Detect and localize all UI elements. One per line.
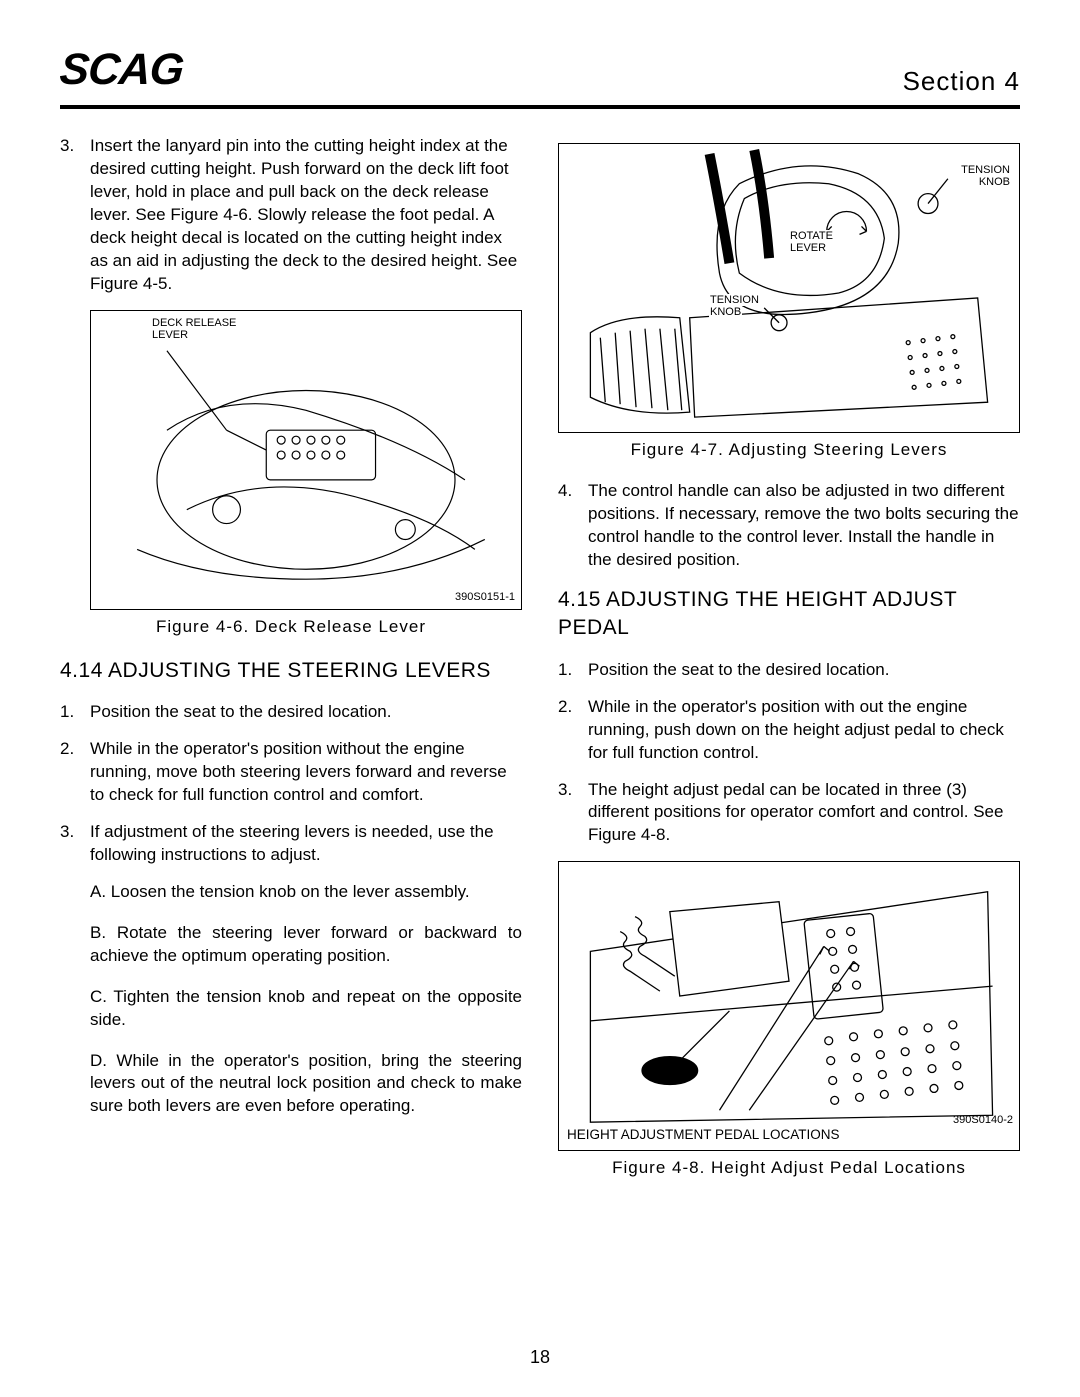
deck-release-label-2: LEVER (151, 329, 189, 341)
step-text: While in the operator's position with ou… (588, 696, 1020, 765)
substep-414-a: A. Loosen the tension knob on the lever … (90, 881, 522, 904)
step-415-3: 3. The height adjust pedal can be locate… (558, 779, 1020, 848)
figure-4-8: 390S0140-2 HEIGHT ADJUSTMENT PEDAL LOCAT… (558, 861, 1020, 1151)
height-adjust-pedal-diagram (559, 862, 1019, 1150)
step-number: 3. (60, 135, 80, 296)
tension-knob-label-2a: TENSION (709, 294, 760, 306)
rotate-lever-label-2: LEVER (789, 242, 827, 254)
step-text: Position the seat to the desired locatio… (588, 659, 1020, 682)
right-column: TENSION KNOB ROTATE LEVER TENSION KNOB (558, 135, 1020, 1198)
substep-414-d: D. While in the operator's position, bri… (90, 1050, 522, 1119)
step-number: 1. (60, 701, 80, 724)
step-415-2: 2. While in the operator's position with… (558, 696, 1020, 765)
step-number: 3. (558, 779, 578, 848)
steering-levers-diagram (559, 144, 1019, 432)
figure-4-6-caption: Figure 4-6. Deck Release Lever (60, 616, 522, 639)
heading-4-15: 4.15 ADJUSTING THE HEIGHT ADJUST PEDAL (558, 586, 1020, 643)
step-number: 1. (558, 659, 578, 682)
step-text: The control handle can also be adjusted … (588, 480, 1020, 572)
tension-knob-label-1b: KNOB (978, 176, 1011, 188)
scag-logo: SCAG (57, 40, 185, 99)
page-header: SCAG Section 4 (60, 40, 1020, 109)
intro-step-3: 3. Insert the lanyard pin into the cutti… (60, 135, 522, 296)
section-label: Section 4 (903, 64, 1020, 99)
figure-4-7: TENSION KNOB ROTATE LEVER TENSION KNOB (558, 143, 1020, 433)
step-number: 4. (558, 480, 578, 572)
two-column-layout: 3. Insert the lanyard pin into the cutti… (60, 135, 1020, 1198)
tension-knob-label-1a: TENSION (960, 164, 1011, 176)
step-414-2: 2. While in the operator's position with… (60, 738, 522, 807)
figure-4-7-caption: Figure 4-7. Adjusting Steering Levers (558, 439, 1020, 462)
figure-4-8-code: 390S0140-2 (953, 1113, 1013, 1128)
page-number: 18 (530, 1345, 550, 1369)
step-415-1: 1. Position the seat to the desired loca… (558, 659, 1020, 682)
rotate-lever-label-1: ROTATE (789, 230, 834, 242)
step-414-4: 4. The control handle can also be adjust… (558, 480, 1020, 572)
step-number: 2. (60, 738, 80, 807)
step-number: 2. (558, 696, 578, 765)
figure-4-6-code: 390S0151-1 (455, 590, 515, 605)
step-text: The height adjust pedal can be located i… (588, 779, 1020, 848)
step-number: 3. (60, 821, 80, 867)
heading-4-14: 4.14 ADJUSTING THE STEERING LEVERS (60, 657, 522, 685)
step-414-1: 1. Position the seat to the desired loca… (60, 701, 522, 724)
deck-release-label-1: DECK RELEASE (151, 317, 237, 329)
left-column: 3. Insert the lanyard pin into the cutti… (60, 135, 522, 1198)
figure-4-8-inner-caption: HEIGHT ADJUSTMENT PEDAL LOCATIONS (567, 1126, 840, 1144)
step-414-3: 3. If adjustment of the steering levers … (60, 821, 522, 867)
step-text: Insert the lanyard pin into the cutting … (90, 135, 522, 296)
figure-4-8-caption: Figure 4-8. Height Adjust Pedal Location… (558, 1157, 1020, 1180)
tension-knob-label-2b: KNOB (709, 306, 742, 318)
step-text: While in the operator's position without… (90, 738, 522, 807)
step-text: If adjustment of the steering levers is … (90, 821, 522, 867)
deck-release-diagram (91, 311, 521, 609)
substep-414-b: B. Rotate the steering lever forward or … (90, 922, 522, 968)
step-text: Position the seat to the desired locatio… (90, 701, 522, 724)
figure-4-6: DECK RELEASE LEVER 390S0151- (90, 310, 522, 610)
substep-414-c: C. Tighten the tension knob and repeat o… (90, 986, 522, 1032)
